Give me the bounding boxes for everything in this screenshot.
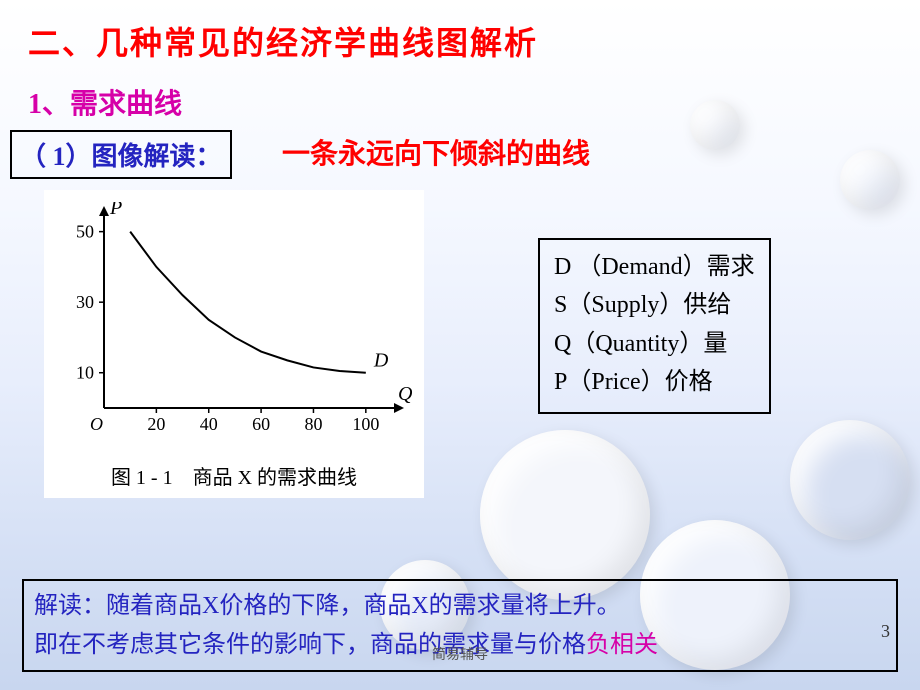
interpretation-line1: 解读：随着商品X价格的下降，商品X的需求量将上升。 — [34, 587, 886, 625]
subsection-title: 1、需求曲线 — [28, 82, 182, 122]
symbol-legend: D （Demand）需求 S（Supply）供给 Q（Quantity）量 P（… — [538, 238, 771, 414]
legend-line: Q（Quantity）量 — [554, 325, 755, 363]
svg-text:40: 40 — [200, 414, 218, 434]
background-bubble — [480, 430, 650, 600]
svg-text:D: D — [373, 350, 389, 372]
background-bubble — [790, 420, 910, 540]
demand-chart-panel: 20 40 60 80 100 10 30 50 O P QD 图 1 - 1 商品 X 的需求曲线 — [44, 190, 424, 498]
legend-line: S（Supply）供给 — [554, 286, 755, 324]
demand-chart: 20 40 60 80 100 10 30 50 O P QD — [56, 202, 412, 442]
curve-description: 一条永远向下倾斜的曲线 — [282, 132, 590, 172]
svg-text:Q: Q — [398, 383, 412, 405]
section-title: 二、几种常见的经济学曲线图解析 — [28, 18, 538, 64]
legend-line: D （Demand）需求 — [554, 248, 755, 286]
legend-line: P（Price）价格 — [554, 363, 755, 401]
svg-text:30: 30 — [76, 292, 94, 312]
svg-text:60: 60 — [252, 414, 270, 434]
chart-caption: 图 1 - 1 商品 X 的需求曲线 — [56, 461, 412, 490]
svg-text:80: 80 — [304, 414, 322, 434]
svg-text:50: 50 — [76, 222, 94, 242]
background-bubble — [690, 100, 740, 150]
svg-text:20: 20 — [147, 414, 165, 434]
background-bubble — [840, 150, 900, 210]
page-number: 3 — [881, 621, 890, 642]
footer-label: 简易辅导 — [0, 644, 920, 664]
svg-text:10: 10 — [76, 363, 94, 383]
svg-text:O: O — [90, 414, 103, 434]
item-label-box: （ 1）图像解读： — [10, 130, 232, 179]
svg-text:100: 100 — [352, 414, 379, 434]
svg-text:P: P — [109, 202, 122, 219]
